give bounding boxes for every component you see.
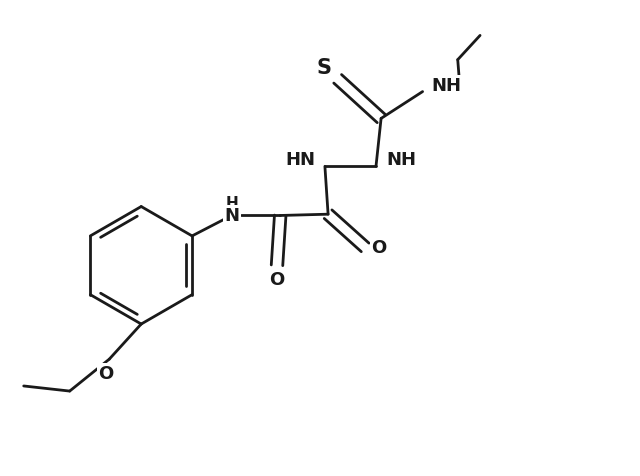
Text: HN: HN <box>285 150 316 169</box>
Text: N: N <box>224 207 239 225</box>
Text: O: O <box>99 365 114 382</box>
Text: H: H <box>225 196 238 211</box>
Text: O: O <box>269 271 285 289</box>
Text: O: O <box>372 239 387 257</box>
Text: NH: NH <box>387 150 417 169</box>
Text: S: S <box>316 58 331 78</box>
Text: NH: NH <box>432 77 462 95</box>
